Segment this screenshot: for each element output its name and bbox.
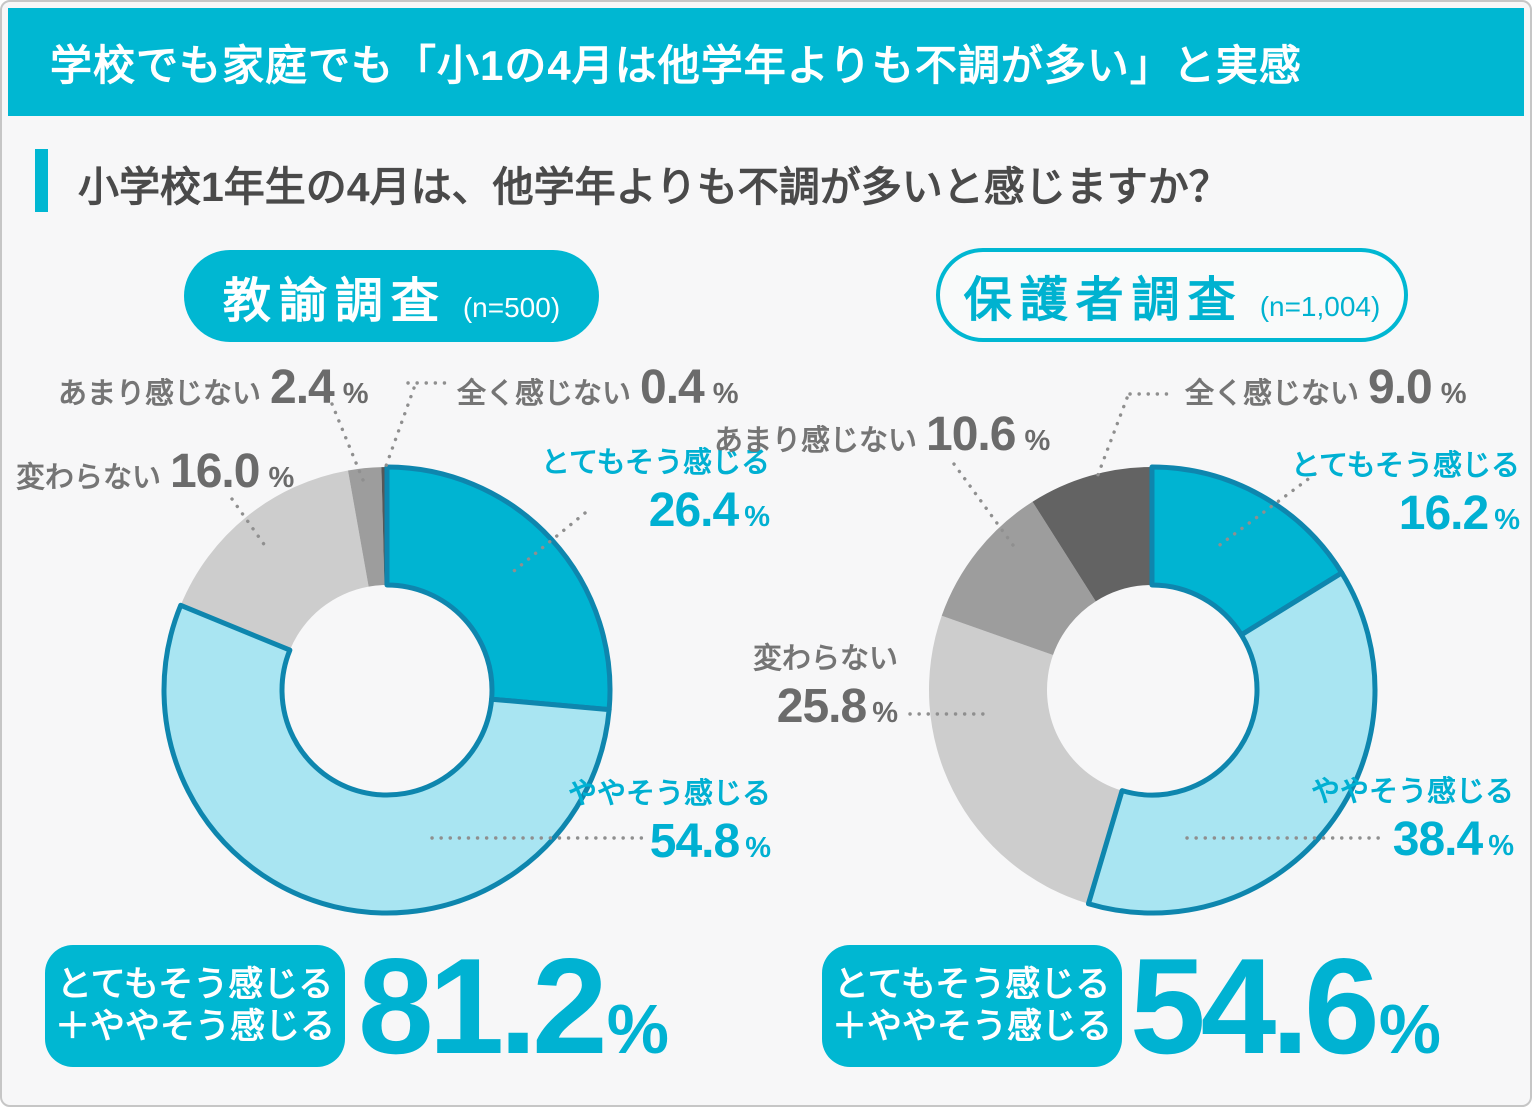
header-banner: 学校でも家庭でも「小1の4月は他学年よりも不調が多い」と実感 — [8, 8, 1524, 116]
label-teacher-amari: あまり感じない 2.4 % — [58, 364, 369, 412]
donut-segment — [941, 501, 1096, 656]
teacher-survey-badge: 教諭調査 (n=500) — [184, 250, 599, 342]
label-value: 54.8 — [649, 815, 740, 868]
label-parent-totemo: とてもそう感じる 16.2 % — [1291, 452, 1520, 538]
label-value: 2.4 — [270, 361, 335, 414]
parent-summary-box: とてもそう感じる ＋ややそう感じる — [822, 945, 1122, 1067]
label-teacher-kawaranai: 変わらない 16.0 % — [16, 448, 294, 496]
leader-line — [1094, 396, 1129, 482]
parent-survey-badge: 保護者調査 (n=1,004) — [936, 248, 1408, 342]
label-value-row: 25.8 % — [777, 683, 898, 731]
label-parent-amari: あまり感じない 10.6 % — [714, 411, 1050, 459]
question-text: 小学校1年生の4月は、他学年よりも不調が多いと感じますか？ — [78, 164, 1230, 210]
label-unit: % — [744, 501, 770, 533]
summary-line2: ＋ややそう感じる — [54, 1007, 335, 1046]
parent-survey-title: 保護者調査 — [963, 274, 1244, 327]
donut-segment — [1149, 464, 1345, 638]
donut-segment — [384, 464, 613, 713]
summary-value-unit: % — [606, 990, 669, 1068]
label-value: 9.0 — [1368, 361, 1433, 414]
teacher-summary-box: とてもそう感じる ＋ややそう感じる — [45, 945, 345, 1067]
donut-segment — [347, 467, 385, 587]
teacher-survey-title: 教諭調査 — [222, 275, 447, 328]
label-text: とてもそう感じる — [1290, 450, 1520, 482]
label-unit: % — [342, 378, 369, 410]
label-text: 全く感じない — [457, 378, 632, 410]
label-teacher-mattaku: 全く感じない 0.4 % — [457, 364, 739, 412]
label-unit: % — [1494, 504, 1520, 536]
question-accent-bar — [35, 149, 48, 212]
label-text: ややそう感じる — [1310, 776, 1514, 808]
label-text: 変わらない — [752, 643, 898, 675]
donut-segment — [1085, 570, 1378, 916]
leader-line — [330, 402, 365, 482]
label-value: 0.4 — [640, 361, 705, 414]
label-value: 25.8 — [776, 680, 867, 733]
label-parent-mattaku: 全く感じない 9.0 % — [1185, 364, 1467, 412]
label-value: 16.2 — [1398, 487, 1489, 540]
teacher-survey-badge-inner: 教諭調査 (n=500) — [223, 261, 560, 331]
leader-line — [952, 462, 1020, 554]
summary-line1: とてもそう感じる — [56, 965, 334, 1004]
summary-value-number: 54.6 — [1130, 930, 1380, 1082]
label-value: 16.0 — [170, 445, 260, 498]
leader-line — [507, 511, 587, 577]
label-value-row: 54.8 % — [650, 818, 771, 866]
label-parent-yaya: ややそう感じる 38.4 % — [1311, 778, 1514, 864]
label-teacher-yaya: ややそう感じる 54.8 % — [568, 780, 771, 866]
label-unit: % — [872, 697, 898, 729]
label-unit: % — [712, 378, 739, 410]
parent-survey-n: (n=1,004) — [1259, 291, 1381, 322]
label-value: 26.4 — [648, 484, 739, 537]
page-title: 学校でも家庭でも「小1の4月は他学年よりも不調が多い」と実感 — [50, 41, 1302, 89]
donut-segment — [929, 615, 1123, 904]
label-text: あまり感じない — [58, 378, 262, 410]
label-teacher-totemo: とてもそう感じる 26.4 % — [541, 449, 770, 535]
label-value: 10.6 — [926, 408, 1016, 461]
label-value-row: 16.2 % — [1399, 490, 1520, 538]
summary-value-unit: % — [1378, 990, 1441, 1068]
label-parent-kawaranai: 変わらない 25.8 % — [753, 645, 898, 731]
label-text: とてもそう感じる — [540, 447, 770, 479]
summary-value-number: 81.2 — [358, 930, 608, 1082]
teacher-survey-n: (n=500) — [462, 292, 561, 323]
label-text: あまり感じない — [714, 425, 918, 457]
summary-line2: ＋ややそう感じる — [831, 1007, 1112, 1046]
summary-line1: とてもそう感じる — [833, 965, 1111, 1004]
leader-line — [1215, 472, 1317, 549]
parent-survey-badge-inner: 保護者調査 (n=1,004) — [964, 260, 1381, 330]
label-unit: % — [1024, 425, 1051, 457]
label-unit: % — [1440, 378, 1467, 410]
leader-line — [384, 386, 416, 468]
donut-segment — [161, 602, 612, 916]
label-value: 38.4 — [1392, 813, 1483, 866]
label-unit: % — [745, 832, 771, 864]
label-value-row: 26.4 % — [649, 487, 770, 535]
label-text: ややそう感じる — [567, 778, 771, 810]
teacher-summary-value: 81.2 % — [358, 938, 669, 1074]
label-unit: % — [1488, 830, 1514, 862]
donut-segment — [1032, 467, 1152, 602]
label-unit: % — [268, 462, 295, 494]
label-value-row: 38.4 % — [1393, 816, 1514, 864]
label-text: 全く感じない — [1185, 378, 1360, 410]
leader-line — [230, 497, 270, 552]
label-text: 変わらない — [16, 462, 162, 494]
donut-segment — [180, 470, 369, 651]
parent-summary-value: 54.6 % — [1130, 938, 1441, 1074]
